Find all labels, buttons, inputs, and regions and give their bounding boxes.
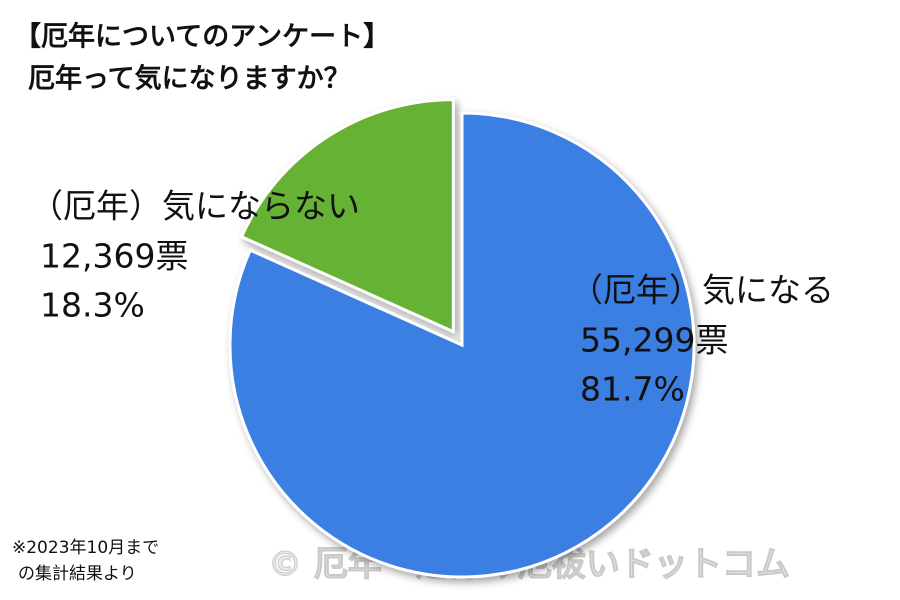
vote-label: 55,299票 [580, 321, 728, 360]
value-label: 81.7% [580, 370, 685, 409]
vote-label: 12,369票 [40, 237, 188, 276]
slice-label: （厄年）気にならない [30, 187, 360, 226]
pie [228, 98, 696, 579]
footnote: の集計結果より [18, 564, 137, 584]
chart-title: 【厄年についてのアンケート】 [14, 21, 390, 53]
value-label: 18.3% [40, 286, 145, 325]
footnote: ※2023年10月まで [12, 538, 159, 558]
chart-subtitle: 厄年って気になりますか？ [28, 63, 351, 95]
pie-slice [228, 111, 696, 579]
slice-label: （厄年）気になる [570, 271, 834, 310]
pie-slice [239, 98, 455, 334]
